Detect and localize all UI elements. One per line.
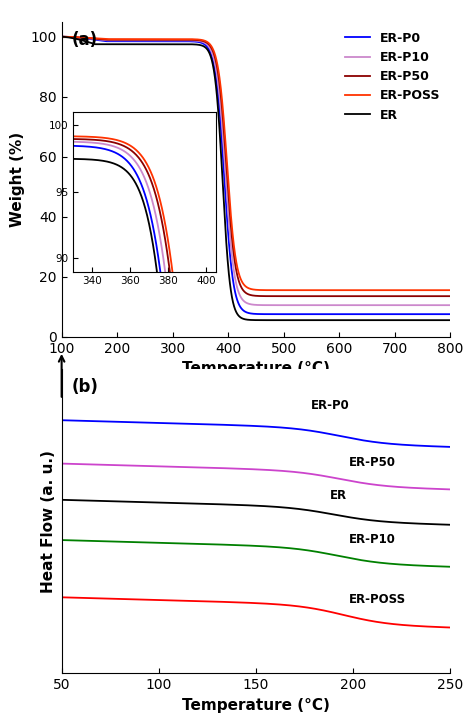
- Text: (a): (a): [71, 31, 98, 49]
- ER-P50: [447, 292, 453, 300]
- Y-axis label: Heat Flow (a. u.): Heat Flow (a. u.): [41, 450, 56, 593]
- ER-P0: [105, 37, 110, 46]
- ER: [89, 39, 94, 48]
- ER-P50: [224, 164, 229, 172]
- ER-POSS: [239, 277, 245, 285]
- ER-P10: [386, 301, 392, 310]
- Text: ER-POSS: ER-POSS: [349, 593, 406, 606]
- ER-P10: [59, 33, 64, 41]
- ER: [239, 313, 245, 322]
- ER-P0: [385, 310, 391, 319]
- Y-axis label: Weight (%): Weight (%): [10, 132, 25, 227]
- X-axis label: Temperature (°C): Temperature (°C): [182, 361, 330, 376]
- ER: [280, 316, 286, 324]
- ER-P50: [387, 292, 393, 300]
- ER-POSS: [89, 34, 94, 43]
- ER-POSS: [59, 33, 64, 41]
- Text: ER-P50: ER-P50: [349, 456, 396, 469]
- ER-P10: [224, 185, 229, 193]
- ER-P0: [447, 310, 453, 319]
- ER-P10: [447, 301, 453, 310]
- ER-P10: [280, 300, 286, 309]
- Line: ER-P10: ER-P10: [62, 37, 450, 306]
- ER: [59, 33, 64, 41]
- ER-P0: [280, 310, 286, 319]
- ER-P10: [105, 36, 110, 45]
- ER-POSS: [232, 247, 237, 256]
- Line: ER-POSS: ER-POSS: [62, 37, 450, 290]
- Line: ER-P50: ER-P50: [62, 37, 450, 296]
- ER: [224, 242, 229, 251]
- ER: [363, 316, 368, 324]
- ER-P50: [232, 256, 237, 264]
- Line: ER: ER: [62, 37, 450, 320]
- ER-P50: [239, 283, 245, 292]
- ER-P0: [224, 207, 229, 216]
- ER: [232, 303, 237, 312]
- ER-POSS: [388, 286, 393, 295]
- ER-P10: [239, 294, 245, 303]
- X-axis label: Temperature (°C): Temperature (°C): [182, 698, 330, 712]
- Text: (b): (b): [71, 379, 98, 396]
- ER-P50: [89, 34, 94, 43]
- ER-POSS: [447, 286, 453, 295]
- ER-POSS: [280, 286, 286, 295]
- Legend: ER-P0, ER-P10, ER-P50, ER-POSS, ER: ER-P0, ER-P10, ER-P50, ER-POSS, ER: [341, 28, 444, 125]
- Text: ER-P10: ER-P10: [349, 533, 396, 546]
- ER-P0: [239, 304, 245, 313]
- ER-P50: [59, 33, 64, 41]
- Text: ER-P0: ER-P0: [310, 399, 349, 412]
- Text: ER: ER: [330, 489, 347, 502]
- Line: ER-P0: ER-P0: [62, 37, 450, 314]
- ER-P0: [232, 285, 237, 294]
- ER-P50: [280, 292, 286, 300]
- ER-P10: [89, 34, 94, 43]
- ER: [105, 40, 110, 49]
- ER-POSS: [105, 35, 110, 43]
- ER-P10: [232, 271, 237, 279]
- ER-POSS: [224, 153, 229, 161]
- ER-P50: [105, 35, 110, 44]
- ER-P0: [59, 33, 64, 41]
- ER: [447, 316, 453, 324]
- ER-P0: [89, 35, 94, 43]
